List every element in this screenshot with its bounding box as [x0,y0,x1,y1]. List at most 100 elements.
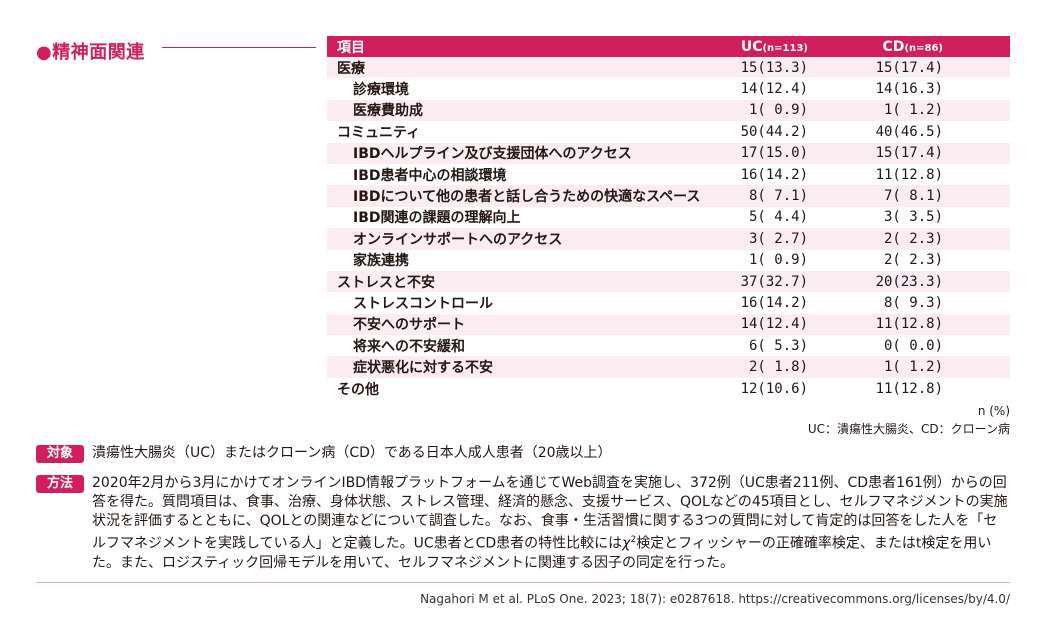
row-label: 家族連携 [327,249,714,271]
row-label: IBDヘルプライン及び支援団体へのアクセス [327,142,714,164]
cd-value: 8( 9.3) [808,292,943,314]
uc-value: 37(32.7) [714,270,808,293]
table-row: 将来への不安緩和 6( 5.3) 0( 0.0) [327,335,1010,357]
row-label: IBD関連の課題の理解向上 [327,206,714,229]
uc-value: 6( 5.3) [714,335,808,357]
row-spacer [943,185,1010,207]
row-label: その他 [327,377,714,400]
table-row: 診療環境 14(12.4) 14(16.3) [327,78,1010,100]
row-spacer [943,377,1010,400]
unit-note: n (%) [977,404,1010,418]
row-spacer [943,313,1010,336]
section-title: ●精神面関連 [36,42,145,63]
cd-value: 15(17.4) [808,142,943,164]
row-spacer [943,228,1010,250]
header-cd-n: (n=86) [904,42,943,54]
footer-divider [36,582,1010,583]
row-label: 症状悪化に対する不安 [327,356,714,378]
uc-value: 16(14.2) [714,292,808,314]
row-label: ストレスと不安 [327,270,714,293]
subject-block: 対象 潰瘍性大腸炎（UC）またはクローン病（CD）である日本人成人患者（20歳以… [36,444,1010,463]
table-row: IBDについて他の患者と話し合うための快適なスペース 8( 7.1) 7( 8.… [327,185,1010,207]
chi-superscript: 2 [630,535,637,545]
table-row: オンラインサポートへのアクセス 3( 2.7) 2( 2.3) [327,228,1010,250]
row-label: 診療環境 [327,78,714,100]
table-row: 医療費助成 1( 0.9) 1( 1.2) [327,99,1010,122]
method-text: 2020年2月から3月にかけてオンラインIBD情報プラットフォームを通じてWeb… [92,474,1010,573]
cd-value: 11(12.8) [808,163,943,186]
row-spacer [943,99,1010,122]
uc-value: 2( 1.8) [714,356,808,378]
method-block: 方法 2020年2月から3月にかけてオンラインIBD情報プラットフォームを通じて… [36,474,1010,573]
uc-value: 1( 0.9) [714,99,808,122]
table-row: 不安へのサポート 14(12.4) 11(12.8) [327,313,1010,336]
table-row: 家族連携 1( 0.9) 2( 2.3) [327,249,1010,271]
table-row: ストレスコントロール 16(14.2) 8( 9.3) [327,292,1010,314]
row-label: IBD患者中心の相談環境 [327,163,714,186]
cd-value: 40(46.5) [808,121,943,143]
row-spacer [943,249,1010,271]
uc-value: 8( 7.1) [714,185,808,207]
row-spacer [943,121,1010,143]
uc-value: 16(14.2) [714,163,808,186]
uc-value: 50(44.2) [714,121,808,143]
row-label: IBDについて他の患者と話し合うための快適なスペース [327,185,714,207]
row-spacer [943,292,1010,314]
table-row: IBD関連の課題の理解向上 5( 4.4) 3( 3.5) [327,206,1010,229]
cd-value: 0( 0.0) [808,335,943,357]
row-label: オンラインサポートへのアクセス [327,228,714,250]
row-spacer [943,356,1010,378]
method-tag: 方法 [36,475,84,493]
uc-value: 5( 4.4) [714,206,808,229]
header-uc-label: UC [740,38,763,55]
table-row: 症状悪化に対する不安 2( 1.8) 1( 1.2) [327,356,1010,378]
uc-value: 14(12.4) [714,313,808,336]
row-spacer [943,206,1010,229]
table-row: ストレスと不安 37(32.7) 20(23.3) [327,270,1010,293]
uc-value: 17(15.0) [714,142,808,164]
row-spacer [943,142,1010,164]
subject-text: 潰瘍性大腸炎（UC）またはクローン病（CD）である日本人成人患者（20歳以上） [92,445,612,461]
cd-value: 3( 3.5) [808,206,943,229]
section-rule [162,47,316,48]
method-text-part2: 検定とフィッシャーの正確確率検定、またはt検定を用いた。また、ロジスティック回帰… [92,535,992,571]
table-row: その他 12(10.6) 11(12.8) [327,377,1010,400]
table-row: コミュニティ 50(44.2) 40(46.5) [327,121,1010,143]
cd-value: 15(17.4) [808,57,943,79]
row-spacer [943,78,1010,100]
header-uc-n: (n=113) [762,42,808,54]
chi-symbol: χ [622,535,631,552]
header-item: 項目 [327,36,714,57]
cd-value: 7( 8.1) [808,185,943,207]
row-spacer [943,163,1010,186]
row-label: 医療 [327,57,714,79]
header-cd-label: CD [882,38,905,55]
uc-value: 1( 0.9) [714,249,808,271]
header-spacer [943,36,1010,57]
method-text-part1: 2020年2月から3月にかけてオンラインIBD情報プラットフォームを通じてWeb… [92,475,1008,552]
cd-value: 20(23.3) [808,270,943,293]
cd-value: 11(12.8) [808,377,943,400]
cd-value: 1( 1.2) [808,99,943,122]
cd-value: 2( 2.3) [808,228,943,250]
row-label: ストレスコントロール [327,292,714,314]
cd-value: 2( 2.3) [808,249,943,271]
row-label: 医療費助成 [327,99,714,122]
row-label: 不安へのサポート [327,313,714,336]
table-row: IBD患者中心の相談環境 16(14.2) 11(12.8) [327,163,1010,186]
row-spacer [943,270,1010,293]
cd-value: 11(12.8) [808,313,943,336]
row-label: 将来への不安緩和 [327,335,714,357]
subject-tag: 対象 [36,445,84,463]
row-spacer [943,57,1010,79]
row-label: コミュニティ [327,121,714,143]
cd-value: 1( 1.2) [808,356,943,378]
uc-value: 3( 2.7) [714,228,808,250]
table-header-row: 項目 UC(n=113) CD(n=86) [327,36,1010,57]
cd-value: 14(16.3) [808,78,943,100]
results-table: 項目 UC(n=113) CD(n=86) 医療 15(13.3) 15(17.4)… [327,36,1010,400]
header-cd: CD(n=86) [808,36,943,57]
header-uc: UC(n=113) [714,36,808,57]
abbreviation-note: UC：潰瘍性大腸炎、CD：クローン病 [807,422,1010,436]
table-row: IBDヘルプライン及び支援団体へのアクセス 17(15.0) 15(17.4) [327,142,1010,164]
